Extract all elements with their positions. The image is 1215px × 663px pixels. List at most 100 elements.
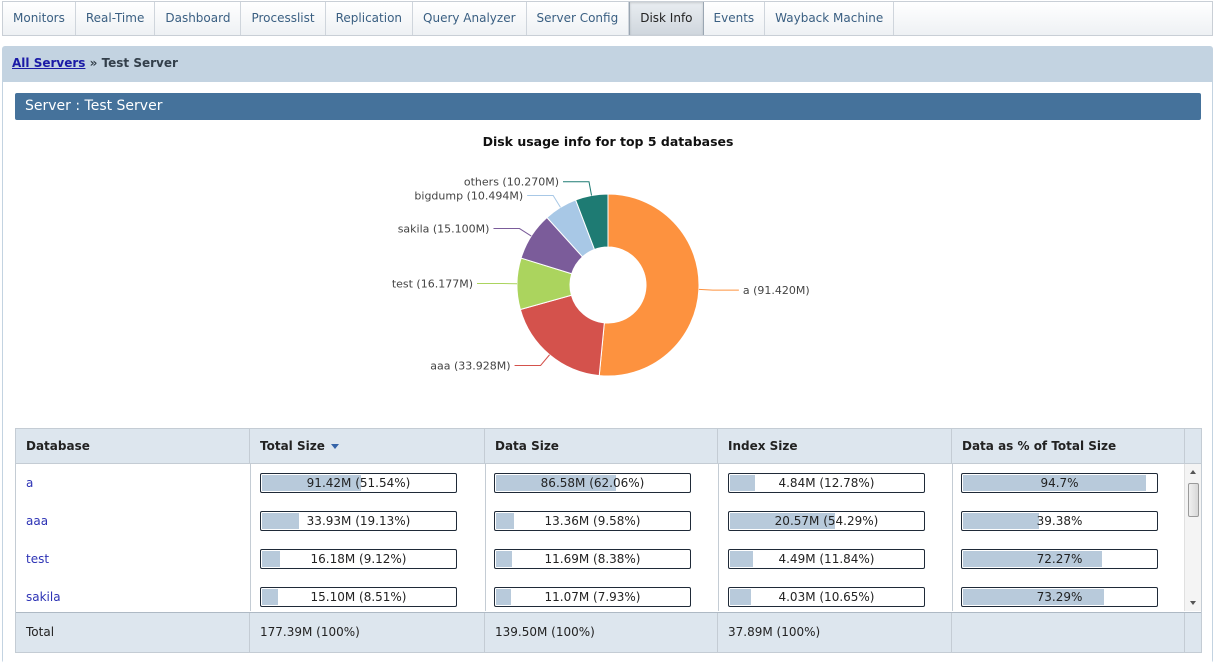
tab-replication[interactable]: Replication	[326, 2, 414, 35]
progress-bar-fill	[496, 589, 512, 605]
footer-data-size: 139.50M (100%)	[485, 613, 718, 652]
progress-bar-label: 72.27%	[1036, 552, 1083, 566]
grid-header: Database Total Size Data Size Index Size…	[16, 429, 1201, 464]
scrollbar-thumb[interactable]	[1188, 483, 1199, 517]
progress-bar-label: 16.18M (9.12%)	[310, 552, 407, 566]
footer-data-pct	[952, 613, 1185, 652]
tab-real-time[interactable]: Real-Time	[76, 2, 156, 35]
progress-bar-label: 13.36M (9.58%)	[544, 514, 641, 528]
table-row: test 16.18M (9.12%) 11.69M (8.38%) 4.49M (1…	[16, 540, 1184, 578]
progress-bar-fill	[262, 513, 299, 529]
progress-bar-label: 4.84M (12.78%)	[778, 476, 875, 490]
grid-footer-totals: Total 177.39M (100%) 139.50M (100%) 37.8…	[16, 612, 1201, 652]
progress-bar-fill	[963, 513, 1039, 529]
progress-bar-total: 15.10M (8.51%)	[260, 587, 457, 607]
table-row: a 91.42M (51.54%) 86.58M (62.06%) 4.84M (12…	[16, 464, 1184, 502]
progress-bar-label: 94.7%	[1040, 476, 1079, 490]
progress-bar-data: 86.58M (62.06%)	[494, 473, 691, 493]
progress-bar-data-pct: 72.27%	[961, 549, 1158, 569]
table-row: aaa 33.93M (19.13%) 13.36M (9.58%) 20.57M (…	[16, 502, 1184, 540]
pie-slice-others[interactable]	[574, 193, 609, 251]
tab-processlist[interactable]: Processlist	[241, 2, 326, 35]
breadcrumb: All Servers » Test Server	[12, 56, 178, 70]
pie-leader-line-bigdump	[527, 194, 561, 208]
progress-bar-label: 33.93M (19.13%)	[306, 514, 411, 528]
breadcrumb-all-servers-link[interactable]: All Servers	[12, 56, 86, 70]
progress-bar-label: 86.58M (62.06%)	[540, 476, 645, 490]
progress-bar-label: 20.57M (54.29%)	[774, 514, 879, 528]
progress-bar-label: 4.49M (11.84%)	[778, 552, 875, 566]
progress-bar-label: 11.07M (7.93%)	[544, 590, 641, 604]
pie-leader-line-others	[563, 181, 593, 196]
progress-bar-label: 11.69M (8.38%)	[544, 552, 641, 566]
grid-scrollbar[interactable]	[1184, 464, 1201, 611]
pie-label-bigdump: bigdump (10.494M)	[414, 189, 523, 202]
column-header-total-size-label: Total Size	[260, 439, 325, 453]
progress-bar-fill	[730, 475, 755, 491]
database-link[interactable]: test	[26, 552, 50, 566]
footer-total-label: Total	[16, 613, 250, 652]
column-header-data-pct[interactable]: Data as % of Total Size	[952, 429, 1185, 463]
column-header-total-size[interactable]: Total Size	[250, 429, 485, 463]
tab-server-config[interactable]: Server Config	[527, 2, 630, 35]
progress-bar-fill	[262, 551, 280, 567]
progress-bar-label: 73.29%	[1036, 590, 1083, 604]
column-header-index-size[interactable]: Index Size	[718, 429, 952, 463]
tab-monitors[interactable]: Monitors	[3, 2, 76, 35]
progress-bar-fill	[496, 551, 513, 567]
column-header-data-size[interactable]: Data Size	[485, 429, 718, 463]
disk-info-grid: Database Total Size Data Size Index Size…	[15, 428, 1202, 653]
tab-dashboard[interactable]: Dashboard	[155, 2, 242, 35]
pie-slice-aaa[interactable]	[519, 294, 605, 377]
progress-bar-index: 4.49M (11.84%)	[728, 549, 925, 569]
pie-label-test: test (16.177M)	[392, 278, 473, 291]
progress-bar-label: 4.03M (10.65%)	[778, 590, 875, 604]
pie-label-a: a (91.420M)	[743, 284, 810, 297]
grid-body: a 91.42M (51.54%) 86.58M (62.06%) 4.84M (12…	[16, 464, 1184, 611]
progress-bar-label: 39.38%	[1036, 514, 1083, 528]
footer-total-size: 177.39M (100%)	[250, 613, 485, 652]
tab-disk-info[interactable]: Disk Info	[629, 2, 704, 35]
progress-bar-fill	[730, 551, 753, 567]
progress-bar-data: 11.69M (8.38%)	[494, 549, 691, 569]
database-link[interactable]: a	[26, 476, 34, 490]
progress-bar-label: 91.42M (51.54%)	[306, 476, 411, 490]
pie-leader-line-aaa	[514, 354, 550, 366]
progress-bar-data-pct: 94.7%	[961, 473, 1158, 493]
progress-bar-fill	[963, 475, 1146, 491]
server-header: Server : Test Server	[15, 93, 1201, 120]
pie-leader-line-a	[698, 288, 739, 291]
scroll-up-arrow-icon[interactable]	[1190, 470, 1196, 474]
progress-bar-fill	[262, 589, 279, 605]
pie-leader-line-sakila	[493, 228, 532, 237]
progress-bar-data-pct: 39.38%	[961, 511, 1158, 531]
tab-wayback-machine[interactable]: Wayback Machine	[765, 2, 895, 35]
database-link[interactable]: aaa	[26, 514, 49, 528]
progress-bar-fill	[963, 551, 1103, 567]
chart-title: Disk usage info for top 5 databases	[483, 134, 734, 149]
tab-query-analyzer[interactable]: Query Analyzer	[413, 2, 527, 35]
footer-index-size: 37.89M (100%)	[718, 613, 952, 652]
progress-bar-data: 11.07M (7.93%)	[494, 587, 691, 607]
disk-usage-donut-chart: Disk usage info for top 5 databases a (91…	[392, 134, 810, 377]
progress-bar-fill	[496, 513, 515, 529]
sort-descending-icon	[330, 444, 339, 449]
scroll-down-arrow-icon[interactable]	[1190, 601, 1196, 605]
tab-bar: Monitors Real-Time Dashboard Processlist Rep…	[2, 1, 1213, 36]
progress-bar-total: 91.42M (51.54%)	[260, 473, 457, 493]
tab-events[interactable]: Events	[704, 2, 766, 35]
column-header-database[interactable]: Database	[16, 429, 250, 463]
pie-slice-a[interactable]	[598, 193, 700, 377]
progress-bar-total: 16.18M (9.12%)	[260, 549, 457, 569]
database-link[interactable]: sakila	[26, 590, 61, 604]
progress-bar-fill	[963, 589, 1105, 605]
progress-bar-fill	[730, 513, 835, 529]
pie-label-sakila: sakila (15.100M)	[398, 223, 490, 236]
table-row: sakila 15.10M (8.51%) 11.07M (7.93%) 4.03M …	[16, 578, 1184, 611]
pie-label-others: others (10.270M)	[464, 176, 559, 189]
progress-bar-data-pct: 73.29%	[961, 587, 1158, 607]
progress-bar-data: 13.36M (9.58%)	[494, 511, 691, 531]
progress-bar-fill	[730, 589, 751, 605]
progress-bar-fill	[496, 475, 616, 491]
content-area: Server : Test Server Disk usage info for…	[3, 82, 1212, 663]
